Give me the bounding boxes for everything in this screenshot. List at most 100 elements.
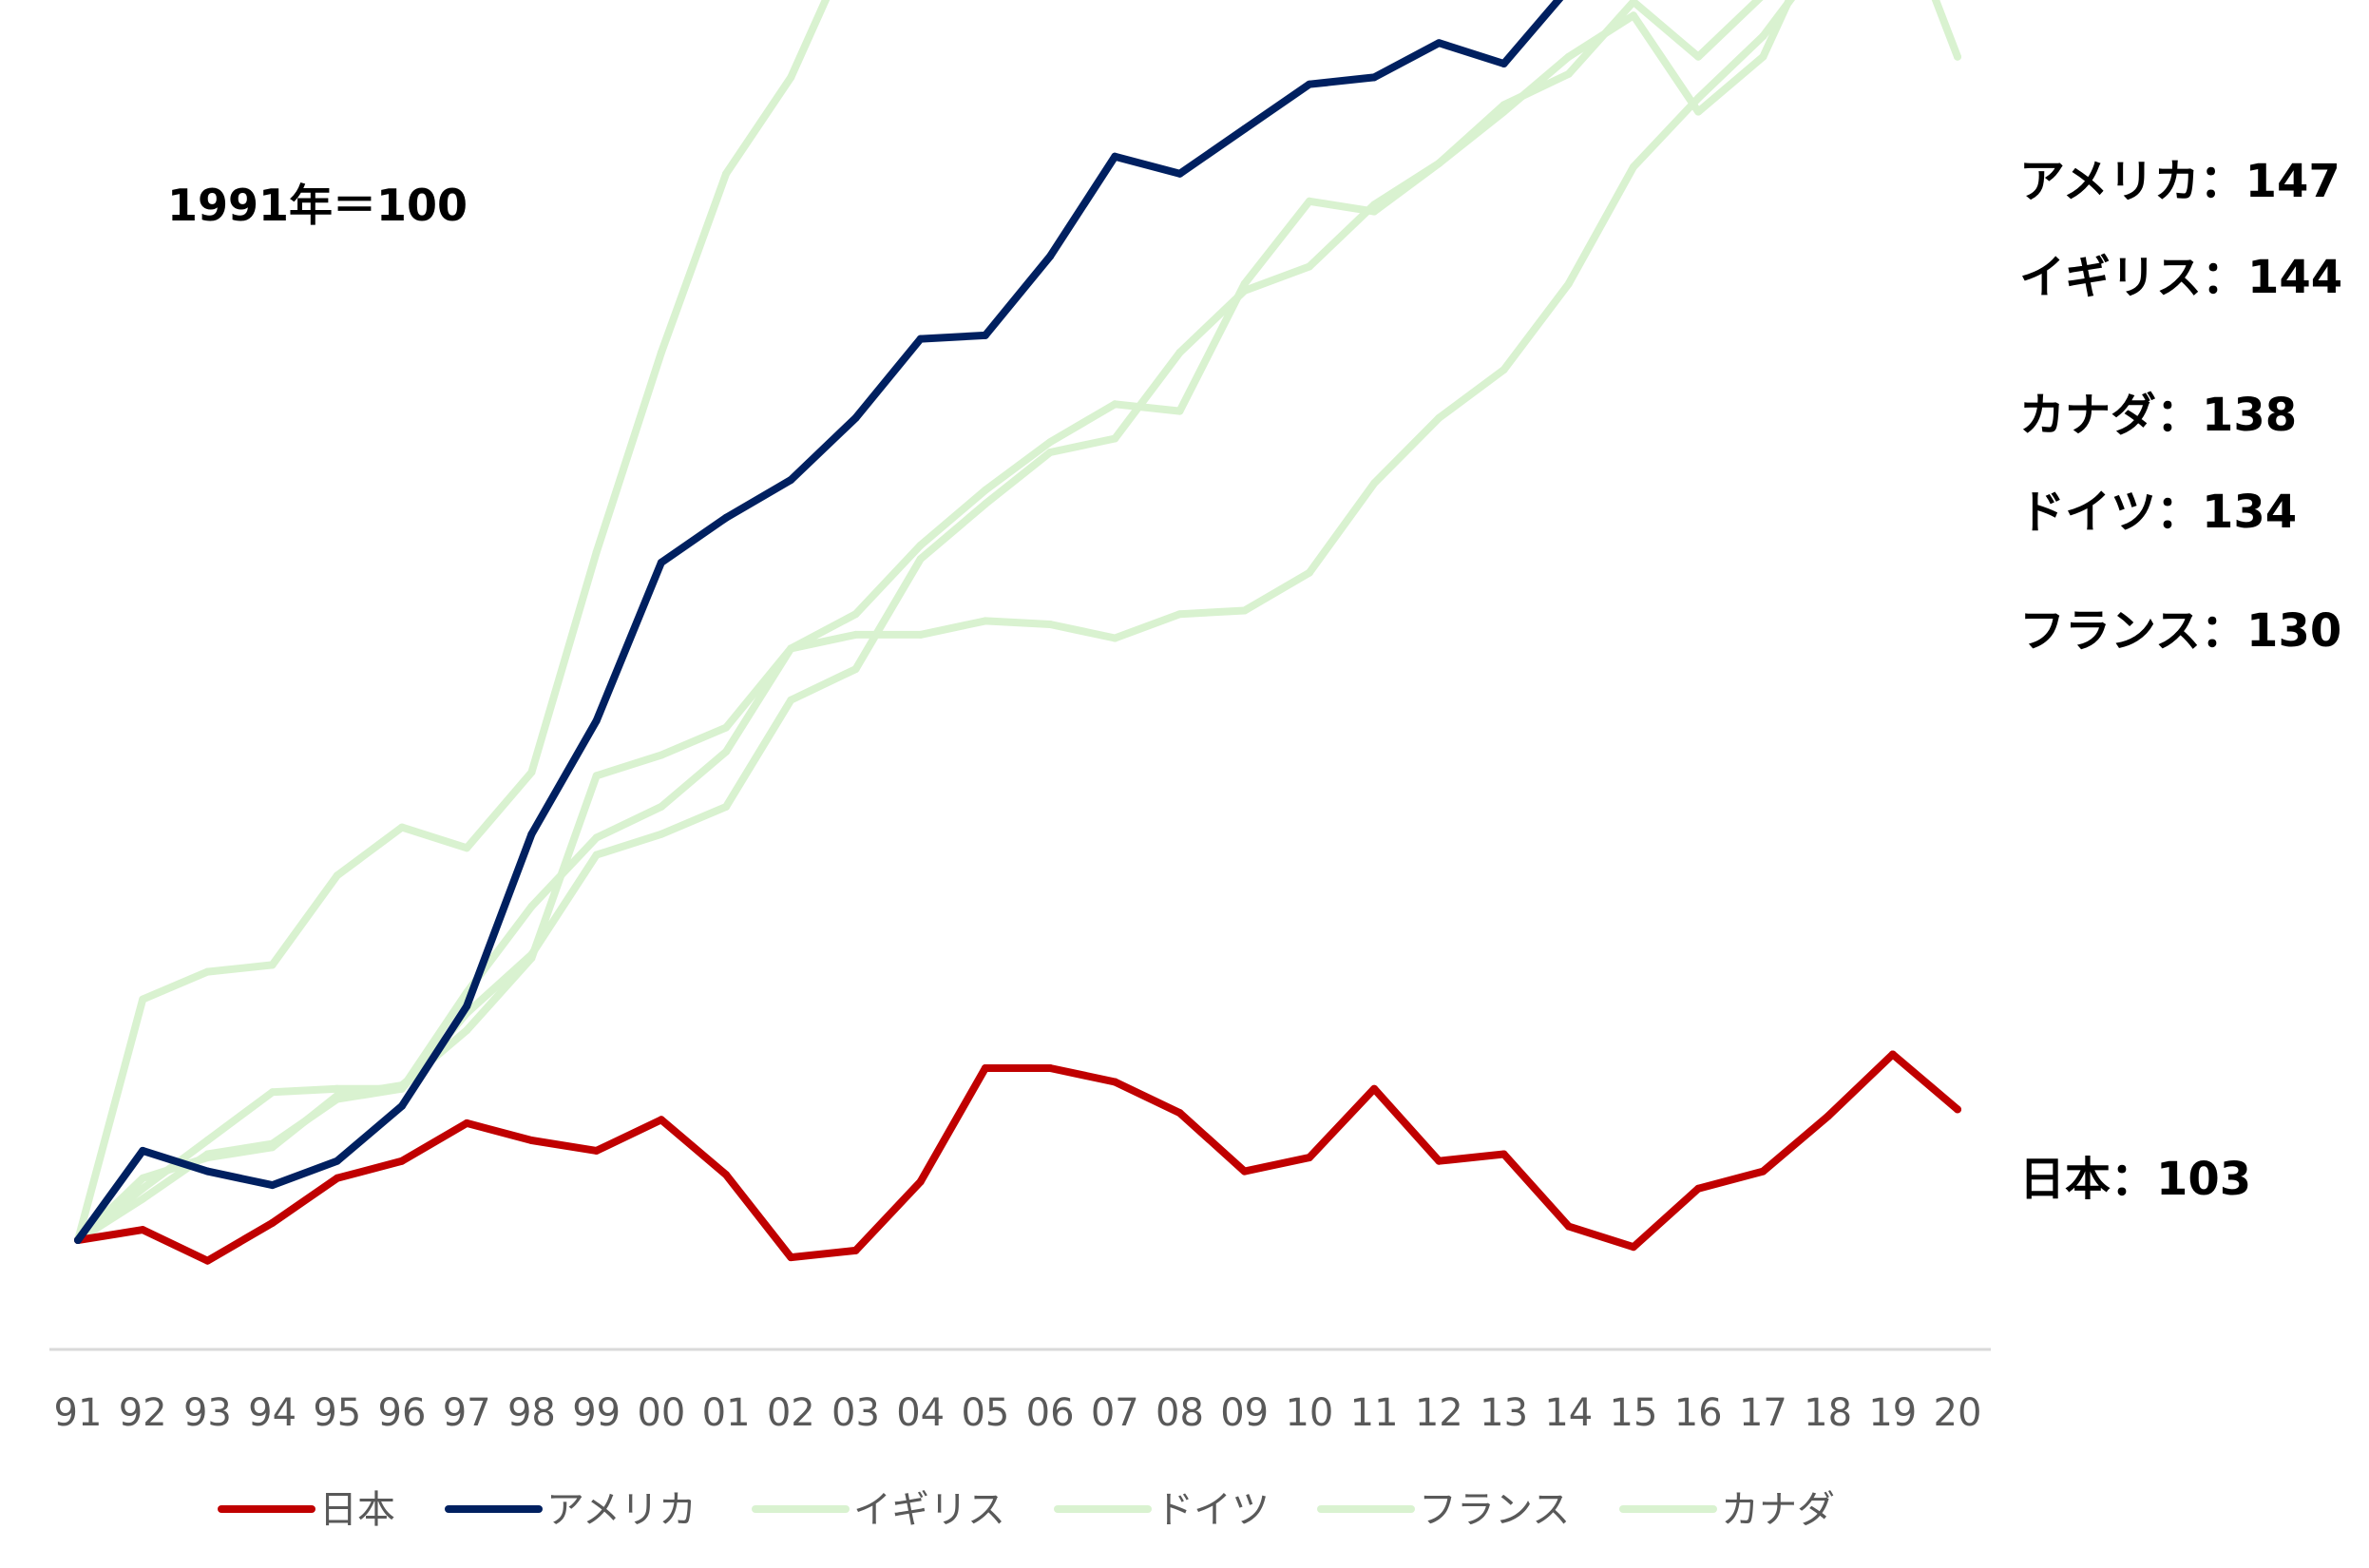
data-point (657, 1116, 665, 1124)
data-point (851, 413, 860, 422)
data-point (657, 751, 665, 759)
data-point (1240, 279, 1249, 288)
data-point (592, 851, 601, 859)
data-point (1370, 201, 1379, 209)
data-point (916, 630, 925, 639)
data-point (851, 610, 860, 619)
data-point (981, 500, 989, 508)
data-point (268, 1143, 277, 1152)
data-point (398, 823, 406, 832)
data-point (851, 665, 860, 674)
data-point (657, 558, 665, 566)
data-point (1435, 159, 1443, 167)
data-point (1046, 1064, 1055, 1072)
data-point (1500, 1150, 1508, 1158)
legend-label: アメリカ (546, 1488, 697, 1532)
legend-label: 日本 (319, 1488, 395, 1532)
data-point (398, 1157, 406, 1165)
base-year-note: 1991年＝100 (167, 180, 468, 231)
data-point (333, 1174, 341, 1182)
data-point (1046, 438, 1055, 447)
x-axis-ticks: 91 92 93 94 95 96 97 98 99 00 01 02 03 04 05 06 07 08 09 10… (54, 1391, 1982, 1435)
x-tick-label: 13 (1480, 1391, 1528, 1435)
data-point (1111, 634, 1119, 642)
series-line-5 (74, 0, 1796, 1244)
data-point (722, 1171, 731, 1179)
data-point (398, 1101, 406, 1110)
data-point (1500, 101, 1508, 109)
data-point (1759, 32, 1767, 40)
data-point (981, 331, 989, 339)
data-point (203, 1167, 212, 1176)
data-point (787, 696, 795, 704)
data-point (592, 1146, 601, 1155)
data-point (1694, 1184, 1703, 1193)
legend-label: フランス (1419, 1488, 1570, 1532)
data-point (1500, 366, 1508, 374)
data-point (1240, 286, 1249, 295)
data-point (1240, 124, 1249, 133)
x-tick-label: 15 (1610, 1391, 1658, 1435)
data-point (1111, 400, 1119, 409)
end-labels: アメリカ：147 イギリス：144 カナダ：138 ドイツ：134 フランス：130 日本… (2019, 155, 2342, 1206)
x-tick-label: 20 (1934, 1391, 1982, 1435)
data-point (1954, 52, 1961, 61)
x-tick-label: 14 (1544, 1391, 1593, 1435)
data-point (916, 1177, 925, 1186)
x-tick-label: 08 (1156, 1391, 1204, 1435)
x-tick-label: 06 (1026, 1391, 1075, 1435)
data-point (851, 1246, 860, 1254)
data-point (527, 1137, 536, 1144)
x-tick-label: 12 (1415, 1391, 1463, 1435)
series-lines (74, 0, 1961, 1265)
data-point (1111, 434, 1119, 443)
data-point (268, 961, 277, 969)
data-point (657, 349, 665, 356)
data-point (1175, 1109, 1184, 1118)
data-point (463, 1119, 471, 1127)
x-tick-label: 99 (572, 1391, 621, 1435)
data-point (1694, 52, 1703, 61)
data-point (657, 802, 665, 811)
data-point (981, 617, 989, 625)
data-point (1630, 163, 1637, 171)
data-point (1111, 152, 1119, 161)
data-point (1305, 568, 1313, 577)
data-point (203, 1154, 212, 1162)
data-point (1111, 1078, 1119, 1086)
data-point (1046, 621, 1055, 628)
data-point (139, 1184, 147, 1193)
x-tick-label: 05 (961, 1391, 1009, 1435)
x-tick-label: 96 (378, 1391, 427, 1435)
data-point (1630, 11, 1637, 20)
data-point (1500, 60, 1508, 67)
x-tick-label: 98 (507, 1391, 556, 1435)
data-point (1175, 610, 1184, 619)
series-line-2 (74, 0, 831, 1244)
x-tick-label: 93 (183, 1391, 232, 1435)
x-tick-label: 94 (248, 1391, 296, 1435)
x-tick-label: 19 (1868, 1391, 1917, 1435)
data-point (1305, 80, 1313, 88)
data-point (527, 954, 536, 963)
data-point (592, 772, 601, 780)
data-point (268, 1181, 277, 1190)
data-point (463, 1026, 471, 1035)
x-tick-label: 92 (119, 1391, 167, 1435)
data-point (139, 995, 147, 1004)
data-point (1630, 0, 1637, 6)
data-point (1564, 1222, 1573, 1231)
end-label: 日本：103 (2019, 1153, 2251, 1206)
data-point (592, 833, 601, 842)
data-point (916, 541, 925, 549)
data-point (1888, 1050, 1897, 1059)
x-tick-label: 95 (313, 1391, 361, 1435)
data-point (1824, 1112, 1832, 1120)
data-point (1305, 262, 1313, 271)
data-point (722, 802, 731, 811)
end-label: イギリス：144 (2019, 251, 2342, 304)
legend-label: カナダ (1721, 1488, 1835, 1532)
data-point (722, 748, 731, 755)
data-point (1435, 1157, 1443, 1165)
x-tick-label: 00 (637, 1391, 685, 1435)
